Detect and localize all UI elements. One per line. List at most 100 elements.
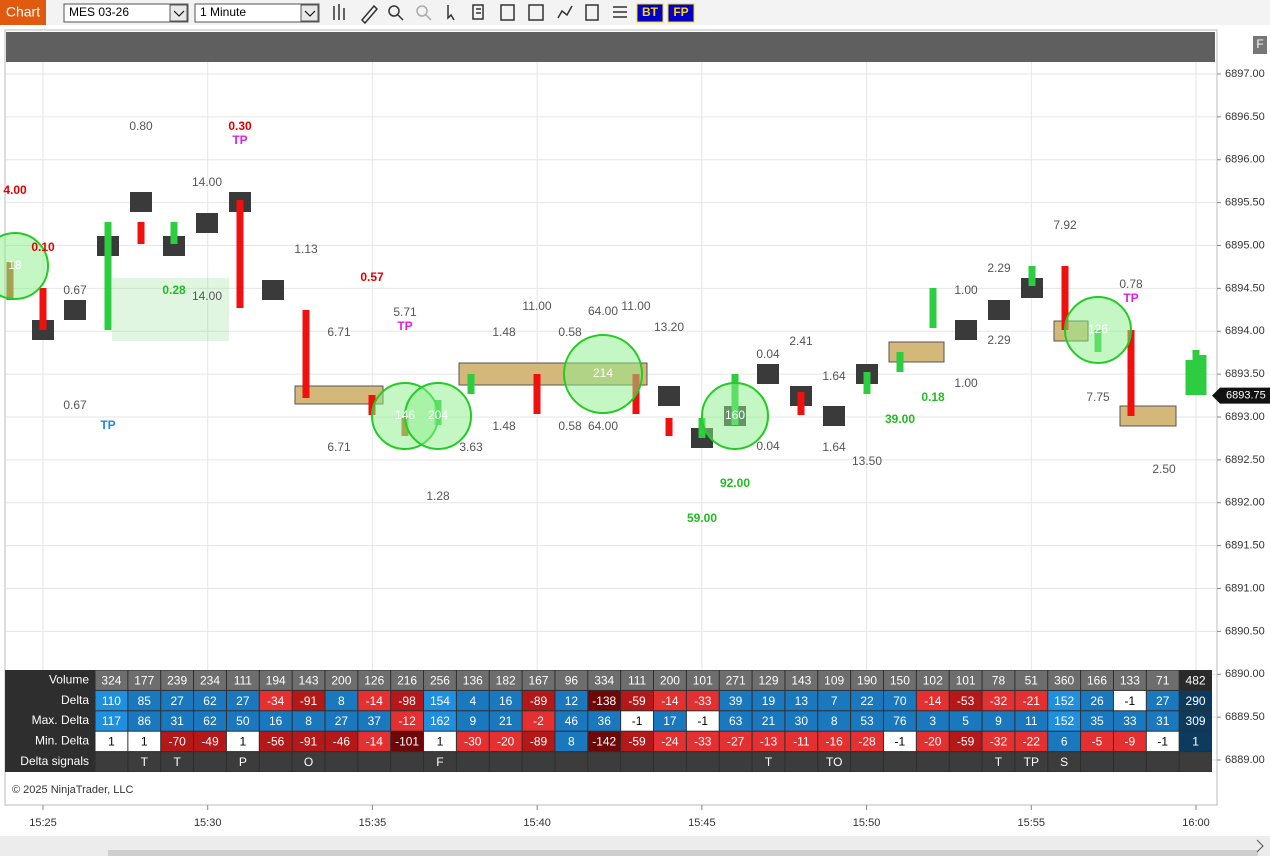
table-cell	[588, 690, 621, 711]
chart-annotation: 0.78	[1119, 277, 1143, 291]
fp-button[interactable]	[667, 3, 695, 23]
table-cell	[259, 670, 292, 690]
chart-annotation: 6.71	[327, 325, 351, 339]
cell-value: -13	[760, 735, 778, 749]
table-cell	[391, 731, 424, 752]
table-cell	[949, 670, 982, 690]
cell-value: 1	[108, 735, 115, 749]
table-cell	[456, 670, 489, 690]
dropdown-arrow[interactable]	[169, 4, 188, 22]
cell-value: -12	[398, 714, 416, 728]
candle-box	[262, 280, 284, 300]
cell-value: -1	[632, 714, 643, 728]
cell-value: 85	[138, 694, 152, 708]
candle-body	[929, 288, 937, 328]
instrument-select[interactable]	[63, 3, 189, 23]
table-cell	[752, 711, 785, 731]
table-cell	[161, 690, 194, 711]
cell-value: 7	[831, 694, 838, 708]
table-cell	[325, 711, 358, 731]
cell-value: 63	[729, 714, 743, 728]
table-cell	[161, 752, 194, 772]
table-cell	[358, 690, 391, 711]
cell-value: 50	[236, 714, 250, 728]
cell-value: -1	[697, 714, 708, 728]
cell-value: 129	[758, 673, 778, 687]
table-cell	[522, 711, 555, 731]
table-cell	[588, 752, 621, 772]
chart-annotation: 1.64	[822, 440, 846, 454]
table-cell	[128, 711, 161, 731]
price-label: 6890.00	[1225, 668, 1265, 680]
cell-value: -53	[957, 694, 975, 708]
time-label: 15:25	[29, 817, 57, 829]
cell-value: 6	[1061, 735, 1068, 749]
table-cell	[1015, 670, 1048, 690]
toolbar-icons[interactable]	[333, 4, 627, 25]
dropdown-arrow[interactable]	[300, 4, 319, 22]
candle-body	[1185, 360, 1193, 395]
table-cell	[621, 711, 653, 731]
candle-body	[698, 418, 706, 438]
table-cell	[621, 690, 653, 711]
table-cell	[883, 711, 916, 731]
table-cell	[95, 752, 128, 772]
cell-value: 360	[1054, 673, 1074, 687]
table-cell	[982, 690, 1015, 711]
cell-value: -20	[924, 735, 942, 749]
row-label: Delta signals	[20, 754, 89, 768]
cell-value: 36	[598, 714, 612, 728]
table-cell	[292, 711, 325, 731]
chart-annotation: TP	[397, 319, 412, 333]
cell-value: 324	[101, 673, 121, 687]
cell-value: -1	[1125, 694, 1136, 708]
cell-value: 111	[628, 673, 647, 687]
candle-box	[955, 320, 977, 340]
cell-value: 143	[299, 673, 319, 687]
cell-value: -2	[533, 714, 544, 728]
cell-value: 200	[331, 673, 351, 687]
table-cell	[292, 670, 325, 690]
cell-value: T	[141, 755, 149, 769]
bt-button[interactable]	[636, 3, 664, 23]
cell-value: 290	[1186, 694, 1206, 708]
cell-value: -32	[990, 694, 1008, 708]
chart-tab[interactable]	[0, 0, 46, 25]
cell-value: 39	[729, 694, 743, 708]
table-cell	[1179, 711, 1212, 731]
cell-value: 8	[305, 714, 312, 728]
table-cell	[1048, 752, 1081, 772]
candle-box	[64, 300, 86, 320]
table-cell	[752, 670, 785, 690]
row-label: Max. Delta	[32, 713, 90, 727]
table-cell	[1113, 670, 1146, 690]
panel-button[interactable]	[1253, 36, 1267, 54]
table-cell	[226, 670, 259, 690]
scroll-arrow[interactable]	[1256, 839, 1264, 853]
chart-annotation: 14.00	[192, 289, 222, 303]
cell-value: 27	[170, 694, 184, 708]
cell-value: 334	[594, 673, 614, 687]
cell-value: -98	[398, 694, 416, 708]
scrollbar-thumb[interactable]	[108, 850, 1258, 856]
table-cell	[259, 752, 292, 772]
cell-value: 8	[568, 735, 575, 749]
panel-header	[6, 32, 1215, 62]
cell-value: 256	[430, 673, 450, 687]
table-cell	[818, 670, 851, 690]
table-cell	[194, 711, 226, 731]
interval-select[interactable]	[194, 3, 320, 23]
price-label: 6892.50	[1225, 454, 1265, 466]
table-cell	[1081, 670, 1113, 690]
toolbar	[0, 0, 1270, 25]
cell-value: 70	[893, 694, 907, 708]
table-cell	[325, 670, 358, 690]
table-cell	[555, 670, 588, 690]
cell-value: 182	[496, 673, 516, 687]
cell-value: 16	[499, 694, 513, 708]
table-cell	[949, 752, 982, 772]
cell-value: 1	[141, 735, 148, 749]
price-label: 6896.00	[1225, 154, 1265, 166]
candle-body	[302, 310, 310, 398]
time-label: 15:55	[1018, 817, 1046, 829]
